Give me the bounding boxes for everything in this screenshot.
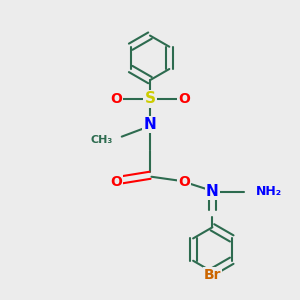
Text: N: N bbox=[144, 117, 156, 132]
Text: O: O bbox=[178, 92, 190, 106]
Text: O: O bbox=[178, 175, 190, 189]
Text: NH₂: NH₂ bbox=[256, 185, 282, 198]
Text: Br: Br bbox=[204, 268, 221, 282]
Text: S: S bbox=[145, 92, 155, 106]
Text: CH₃: CH₃ bbox=[91, 135, 113, 145]
Text: N: N bbox=[206, 184, 219, 199]
Text: O: O bbox=[110, 175, 122, 189]
Text: O: O bbox=[110, 92, 122, 106]
